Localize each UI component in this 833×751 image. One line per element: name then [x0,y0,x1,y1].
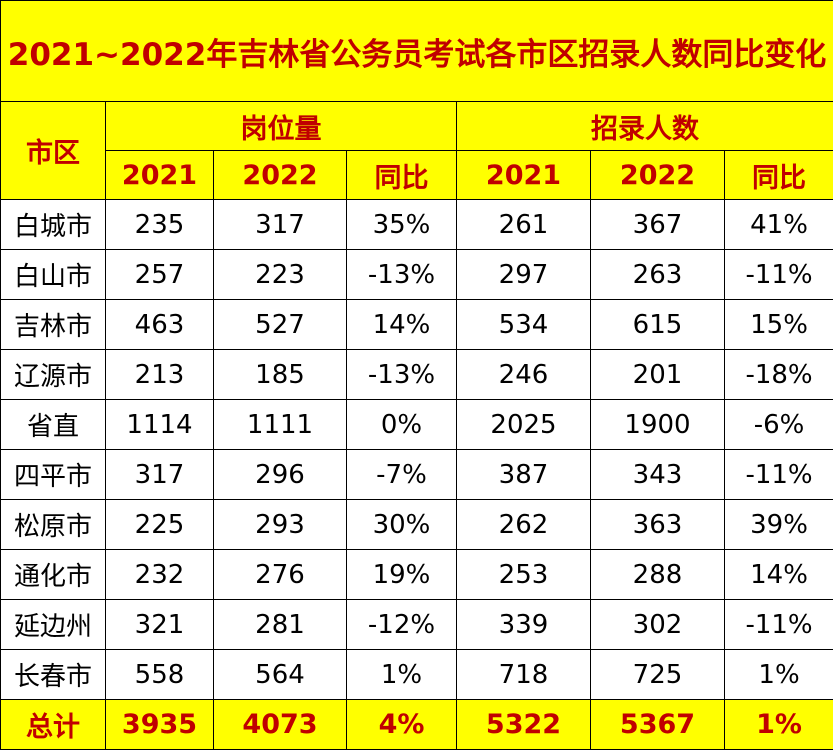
cell-positions-yoy: 35% [346,199,457,250]
cell-recruits-2022: 363 [590,499,725,550]
cell-positions-yoy: -7% [346,449,457,500]
cell-positions-yoy: -13% [346,349,457,400]
table-title: 2021~2022年吉林省公务员考试各市区招录人数同比变化 [0,0,833,102]
cell-positions-2021: 463 [105,299,214,350]
region-cell: 省直 [0,399,106,450]
cell-recruits-2021: 387 [456,449,591,500]
table-row: 吉林市 463 527 14% 534 615 15% [0,299,833,350]
cell-positions-2022: 317 [213,199,347,250]
cell-positions-yoy: 0% [346,399,457,450]
cell-recruits-yoy: -11% [723,599,833,650]
cell-recruits-2021: 718 [456,649,591,700]
cell-recruits-2022: 302 [590,599,725,650]
cell-positions-2021: 225 [105,499,214,550]
cell-recruits-2022: 343 [590,449,725,500]
cell-positions-2022: 293 [213,499,347,550]
cell-positions-yoy: 30% [346,499,457,550]
cell-positions-2022: 1111 [213,399,347,450]
region-cell: 延边州 [0,599,106,650]
cell-positions-2021: 317 [105,449,214,500]
table-row: 四平市 317 296 -7% 387 343 -11% [0,449,833,500]
total-positions-2021: 3935 [105,699,214,750]
cell-positions-2022: 296 [213,449,347,500]
header-recruits: 招录人数 [455,101,833,151]
total-recruits-yoy: 1% [723,699,833,750]
cell-recruits-2021: 253 [456,549,591,600]
cell-positions-2022: 527 [213,299,347,350]
cell-positions-2022: 276 [213,549,347,600]
cell-recruits-2022: 263 [590,249,725,300]
cell-recruits-yoy: -11% [723,449,833,500]
cell-recruits-2021: 297 [456,249,591,300]
cell-recruits-2022: 725 [590,649,725,700]
cell-recruits-yoy: 14% [723,549,833,600]
table-row: 辽源市 213 185 -13% 246 201 -18% [0,349,833,400]
cell-positions-yoy: 1% [346,649,457,700]
cell-recruits-yoy: -11% [723,249,833,300]
total-positions-2022: 4073 [213,699,347,750]
cell-recruits-2021: 246 [456,349,591,400]
cell-recruits-2021: 534 [456,299,591,350]
region-cell: 长春市 [0,649,106,700]
cell-positions-2021: 558 [105,649,214,700]
subheader-recruits-2022: 2022 [590,150,725,200]
total-row: 总计 3935 4073 4% 5322 5367 1% [0,699,833,750]
cell-positions-2021: 235 [105,199,214,250]
total-recruits-2022: 5367 [590,699,725,750]
total-label: 总计 [0,699,106,750]
table-row: 延边州 321 281 -12% 339 302 -11% [0,599,833,650]
cell-positions-2022: 564 [213,649,347,700]
total-positions-yoy: 4% [346,699,457,750]
cell-positions-2021: 232 [105,549,214,600]
table-row: 白山市 257 223 -13% 297 263 -11% [0,249,833,300]
cell-recruits-2022: 288 [590,549,725,600]
cell-positions-yoy: -13% [346,249,457,300]
cell-positions-2021: 257 [105,249,214,300]
cell-positions-2021: 1114 [105,399,214,450]
subheader-positions-yoy: 同比 [346,150,457,200]
subheader-recruits-yoy: 同比 [723,150,833,200]
cell-positions-2021: 321 [105,599,214,650]
cell-recruits-2021: 262 [456,499,591,550]
region-cell: 四平市 [0,449,106,500]
region-cell: 白山市 [0,249,106,300]
cell-recruits-2021: 339 [456,599,591,650]
cell-recruits-2022: 1900 [590,399,725,450]
cell-positions-2022: 223 [213,249,347,300]
total-recruits-2021: 5322 [456,699,591,750]
table-row: 长春市 558 564 1% 718 725 1% [0,649,833,700]
cell-positions-2022: 185 [213,349,347,400]
cell-recruits-2022: 367 [590,199,725,250]
region-cell: 吉林市 [0,299,106,350]
cell-recruits-yoy: 41% [723,199,833,250]
region-cell: 白城市 [0,199,106,250]
cell-positions-yoy: 19% [346,549,457,600]
subheader-positions-2022: 2022 [213,150,347,200]
subheader-positions-2021: 2021 [105,150,214,200]
cell-recruits-yoy: 15% [723,299,833,350]
table-row: 通化市 232 276 19% 253 288 14% [0,549,833,600]
header-positions: 岗位量 [105,101,457,151]
cell-recruits-yoy: -18% [723,349,833,400]
table-row: 松原市 225 293 30% 262 363 39% [0,499,833,550]
table-row: 省直 1114 1111 0% 2025 1900 -6% [0,399,833,450]
subheader-recruits-2021: 2021 [456,150,591,200]
region-cell: 辽源市 [0,349,106,400]
cell-recruits-2021: 261 [456,199,591,250]
cell-positions-2022: 281 [213,599,347,650]
region-cell: 通化市 [0,549,106,600]
cell-recruits-yoy: 39% [723,499,833,550]
cell-recruits-2022: 615 [590,299,725,350]
cell-positions-yoy: 14% [346,299,457,350]
cell-positions-yoy: -12% [346,599,457,650]
cell-recruits-yoy: 1% [723,649,833,700]
table-row: 白城市 235 317 35% 261 367 41% [0,199,833,250]
cell-positions-2021: 213 [105,349,214,400]
cell-recruits-2022: 201 [590,349,725,400]
cell-recruits-yoy: -6% [723,399,833,450]
header-region: 市区 [0,101,106,200]
cell-recruits-2021: 2025 [456,399,591,450]
region-cell: 松原市 [0,499,106,550]
